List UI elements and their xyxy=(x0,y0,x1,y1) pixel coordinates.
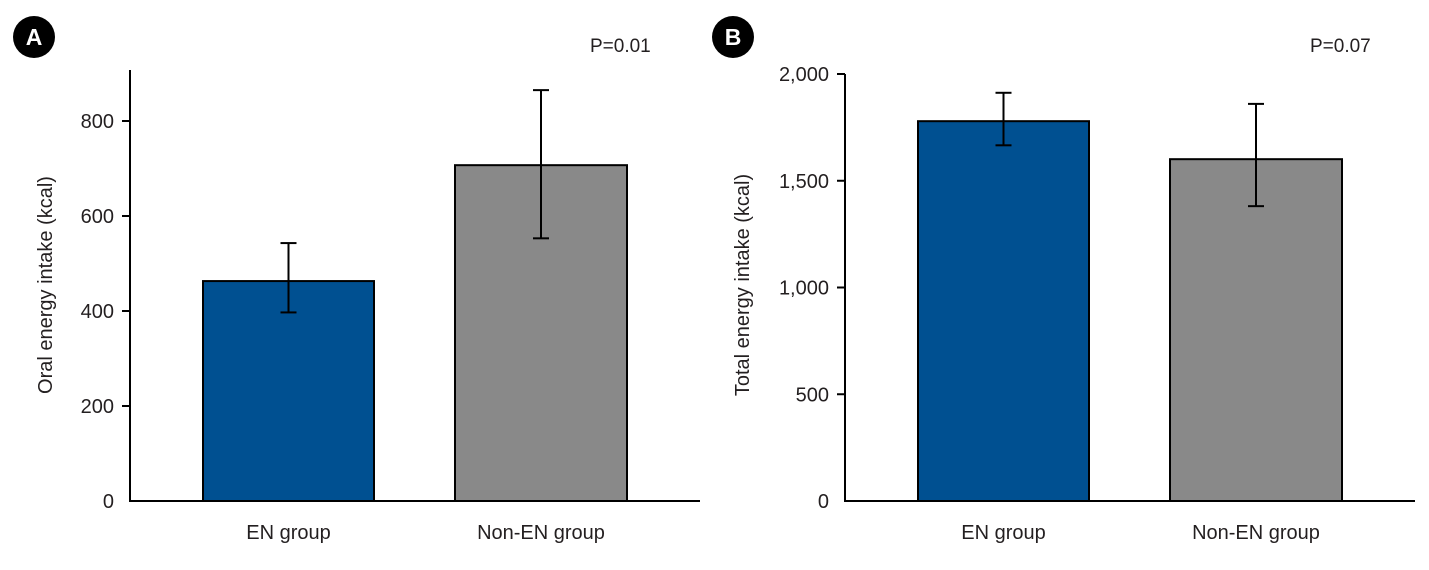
y-tick-label: 200 xyxy=(81,396,114,418)
panel-label: B xyxy=(725,24,742,50)
bar-en xyxy=(917,120,1090,502)
panel-label-badge xyxy=(712,16,754,58)
y-tick-label: 0 xyxy=(818,491,829,513)
bar-non-en xyxy=(1169,158,1343,502)
y-tick-label: 2,000 xyxy=(779,64,829,86)
p-value-annotation: P=0.01 xyxy=(590,36,651,57)
y-axis-label: Oral energy intake (kcal) xyxy=(35,176,57,394)
y-tick-label: 800 xyxy=(81,111,114,133)
y-tick-label: 1,000 xyxy=(779,278,829,300)
x-tick-label: EN group xyxy=(246,522,331,544)
panel-label-badge xyxy=(13,16,55,58)
chart-panel-a: A P=0.01 EN group Non-EN group 0 200 400 600 800… xyxy=(13,16,700,544)
bar-en xyxy=(202,280,375,503)
y-tick-label: 400 xyxy=(81,301,114,323)
y-tick-label: 1,500 xyxy=(779,171,829,193)
panel-label: A xyxy=(26,24,43,50)
y-tick-label: 500 xyxy=(796,384,829,406)
x-tick-label: EN group xyxy=(961,522,1046,544)
x-tick-label: Non-EN group xyxy=(477,522,605,544)
p-value-annotation: P=0.07 xyxy=(1310,36,1371,57)
y-tick-label: 600 xyxy=(81,206,114,228)
chart-panel-b: B P=0.07 EN group Non-EN group 0 500 1,000 1,50… xyxy=(712,16,1415,544)
x-tick-label: Non-EN group xyxy=(1192,522,1320,544)
y-tick-label: 0 xyxy=(103,491,114,513)
y-axis-label: Total energy intake (kcal) xyxy=(732,174,754,396)
